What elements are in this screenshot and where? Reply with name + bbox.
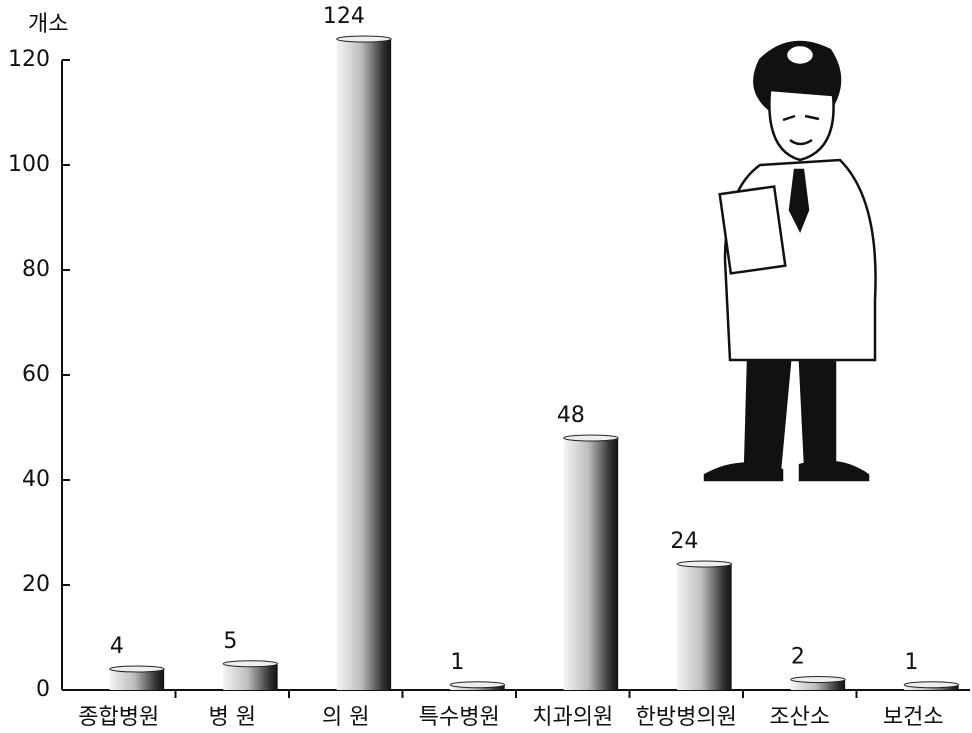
value-label: 1 — [450, 650, 464, 675]
value-label: 5 — [223, 629, 237, 654]
bar — [563, 438, 619, 690]
bar-cap — [222, 660, 279, 668]
bar-cap — [903, 681, 960, 689]
bar — [790, 679, 846, 690]
x-tick-label: 의 원 — [322, 705, 369, 730]
bar — [223, 663, 278, 690]
bar — [677, 564, 732, 690]
y-tick-label: 80 — [22, 257, 50, 282]
bar-cap — [676, 560, 733, 568]
x-tick-label: 병 원 — [209, 705, 256, 730]
x-tick-label: 종합병원 — [78, 705, 159, 730]
x-tick-label: 특수병원 — [419, 705, 500, 730]
bar-cap — [449, 681, 506, 689]
y-tick-label: 60 — [22, 362, 50, 387]
value-label: 4 — [110, 634, 124, 659]
x-tick-label: 한방병의원 — [636, 705, 737, 730]
bar-cap — [563, 434, 619, 442]
y-tick-label: 120 — [8, 47, 50, 72]
x-tick-label: 치과의원 — [532, 705, 613, 730]
bar-cap — [109, 665, 165, 673]
bar-cap — [790, 676, 846, 683]
bar — [109, 669, 165, 690]
y-tick-label: 100 — [8, 152, 50, 177]
value-label: 48 — [557, 403, 585, 428]
value-label: 1 — [904, 650, 918, 675]
x-tick-label: 보건소 — [883, 705, 944, 730]
bar — [336, 39, 392, 690]
y-tick-label: 0 — [36, 677, 50, 702]
value-label: 24 — [670, 529, 698, 554]
doctor-illustration — [703, 40, 877, 482]
bar-cap — [336, 35, 392, 43]
y-tick-label: 40 — [22, 467, 50, 492]
y-axis-label: 개소 — [28, 12, 68, 37]
value-label: 124 — [323, 4, 365, 29]
y-tick-label: 20 — [22, 572, 50, 597]
x-tick-label: 조산소 — [769, 705, 830, 730]
value-label: 2 — [791, 645, 805, 670]
